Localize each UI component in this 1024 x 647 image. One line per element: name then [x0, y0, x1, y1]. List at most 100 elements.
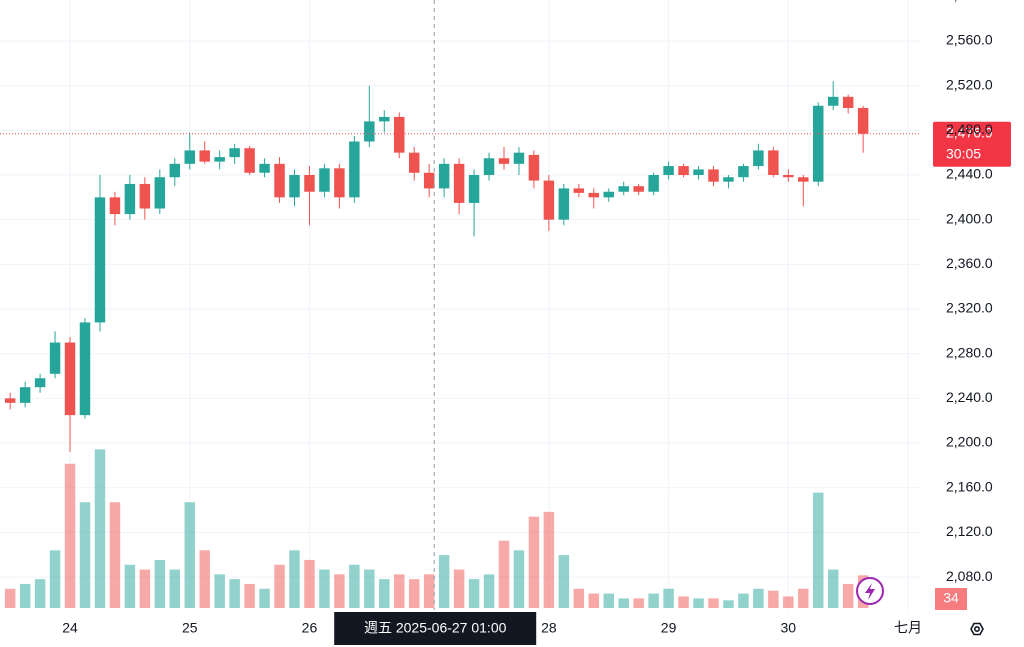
x-tick-label: 七月 [894, 620, 922, 636]
settings-icon[interactable] [970, 622, 984, 636]
candle-body [423, 172, 435, 189]
volume-bar [304, 559, 315, 608]
candle-body [139, 183, 151, 209]
candle-body [34, 378, 46, 388]
volume-bar [34, 579, 46, 608]
volume-bar [528, 516, 540, 608]
crosshair-label: 週五 2025-06-27 01:00 [364, 620, 507, 636]
volume-bar [663, 588, 674, 608]
volume-bar [768, 590, 779, 608]
settings-dot [973, 625, 980, 632]
volume-bar [708, 598, 719, 608]
candle-body [199, 150, 210, 162]
y-tick-label: 2,520.0 [946, 76, 993, 92]
candle-body [64, 342, 76, 416]
volume-bar [738, 593, 749, 608]
x-tick-label: 30 [781, 620, 797, 636]
volume-bar [453, 569, 465, 608]
candle-body [648, 175, 659, 192]
volume-bar [259, 588, 270, 608]
candle-body [798, 177, 809, 182]
volume-bar [154, 559, 166, 608]
volume-bar [124, 564, 136, 608]
x-tick-label: 26 [302, 620, 318, 636]
candle-body [842, 96, 854, 108]
candle-body [79, 322, 91, 416]
countdown-label: 30:05 [946, 145, 981, 161]
candle-body [738, 166, 749, 178]
y-tick-label: 2,080.0 [946, 568, 993, 584]
volume-bar [169, 569, 181, 608]
volume-bar [394, 574, 405, 608]
volume-bar [438, 555, 450, 608]
candle-body [19, 387, 31, 403]
candle-body [498, 158, 510, 164]
candle-body [813, 105, 824, 182]
volume-bar [94, 449, 106, 608]
candle-layer [4, 81, 869, 452]
candle-body [4, 398, 16, 403]
volume-bar [558, 555, 570, 608]
volume-bar [618, 598, 629, 608]
volume-bar [319, 569, 330, 608]
volume-bar [483, 574, 495, 608]
volume-bar [842, 583, 854, 608]
volume-bar [139, 569, 151, 608]
x-tick-label: 29 [661, 620, 677, 636]
y-tick-label: 2,320.0 [946, 300, 993, 316]
candle-body [468, 175, 480, 203]
volume-bar [19, 583, 31, 608]
volume-bar [798, 588, 809, 608]
volume-bar [783, 596, 794, 608]
volume-bar [214, 574, 225, 608]
volume-bar [289, 550, 300, 608]
candle-body [49, 342, 61, 374]
y-tick-label: 2,240.0 [946, 389, 993, 405]
candle-body [708, 169, 719, 182]
candle-body [618, 186, 629, 192]
candle-body [723, 177, 734, 182]
x-tick-label: 24 [62, 620, 78, 636]
candle-body [184, 150, 195, 164]
volume-bar [274, 564, 285, 608]
candle-body [379, 116, 390, 122]
y-tick-label: 2,200.0 [946, 434, 993, 450]
candle-body [528, 154, 540, 181]
volume-bar [827, 569, 839, 608]
crosshair-label-box [334, 612, 537, 645]
volume-bar [79, 502, 91, 608]
candle-body [94, 197, 106, 323]
volume-bar [49, 550, 61, 608]
volume-bar [573, 588, 585, 608]
candle-body [244, 148, 255, 173]
candle-body [214, 157, 225, 162]
volume-bar [513, 550, 525, 608]
volume-bar [468, 579, 480, 608]
candle-body [319, 168, 330, 192]
candle-body [827, 96, 839, 106]
volume-bar [753, 588, 764, 608]
candle-body [109, 197, 121, 215]
volume-bar [244, 583, 255, 608]
candle-body [768, 150, 779, 176]
candle-body [603, 191, 614, 198]
candle-body [304, 175, 315, 192]
volume-bar [109, 502, 121, 608]
candle-body [229, 148, 240, 158]
candle-body [349, 141, 360, 198]
candle-body [663, 166, 674, 176]
volume-bar [364, 569, 375, 608]
volume-bar [229, 579, 240, 608]
y-tick-label: 2,160.0 [946, 478, 993, 494]
y-tick-label: 2,400.0 [946, 210, 993, 226]
volume-bar [588, 593, 600, 608]
candle-body [124, 183, 136, 215]
y-tick-label: 2,120.0 [946, 523, 993, 539]
volume-label: 34 [943, 590, 959, 606]
candle-body [408, 152, 420, 173]
grid [0, 0, 920, 610]
candle-body [693, 169, 704, 176]
candle-body [588, 192, 600, 198]
last-price-box [933, 121, 1011, 167]
